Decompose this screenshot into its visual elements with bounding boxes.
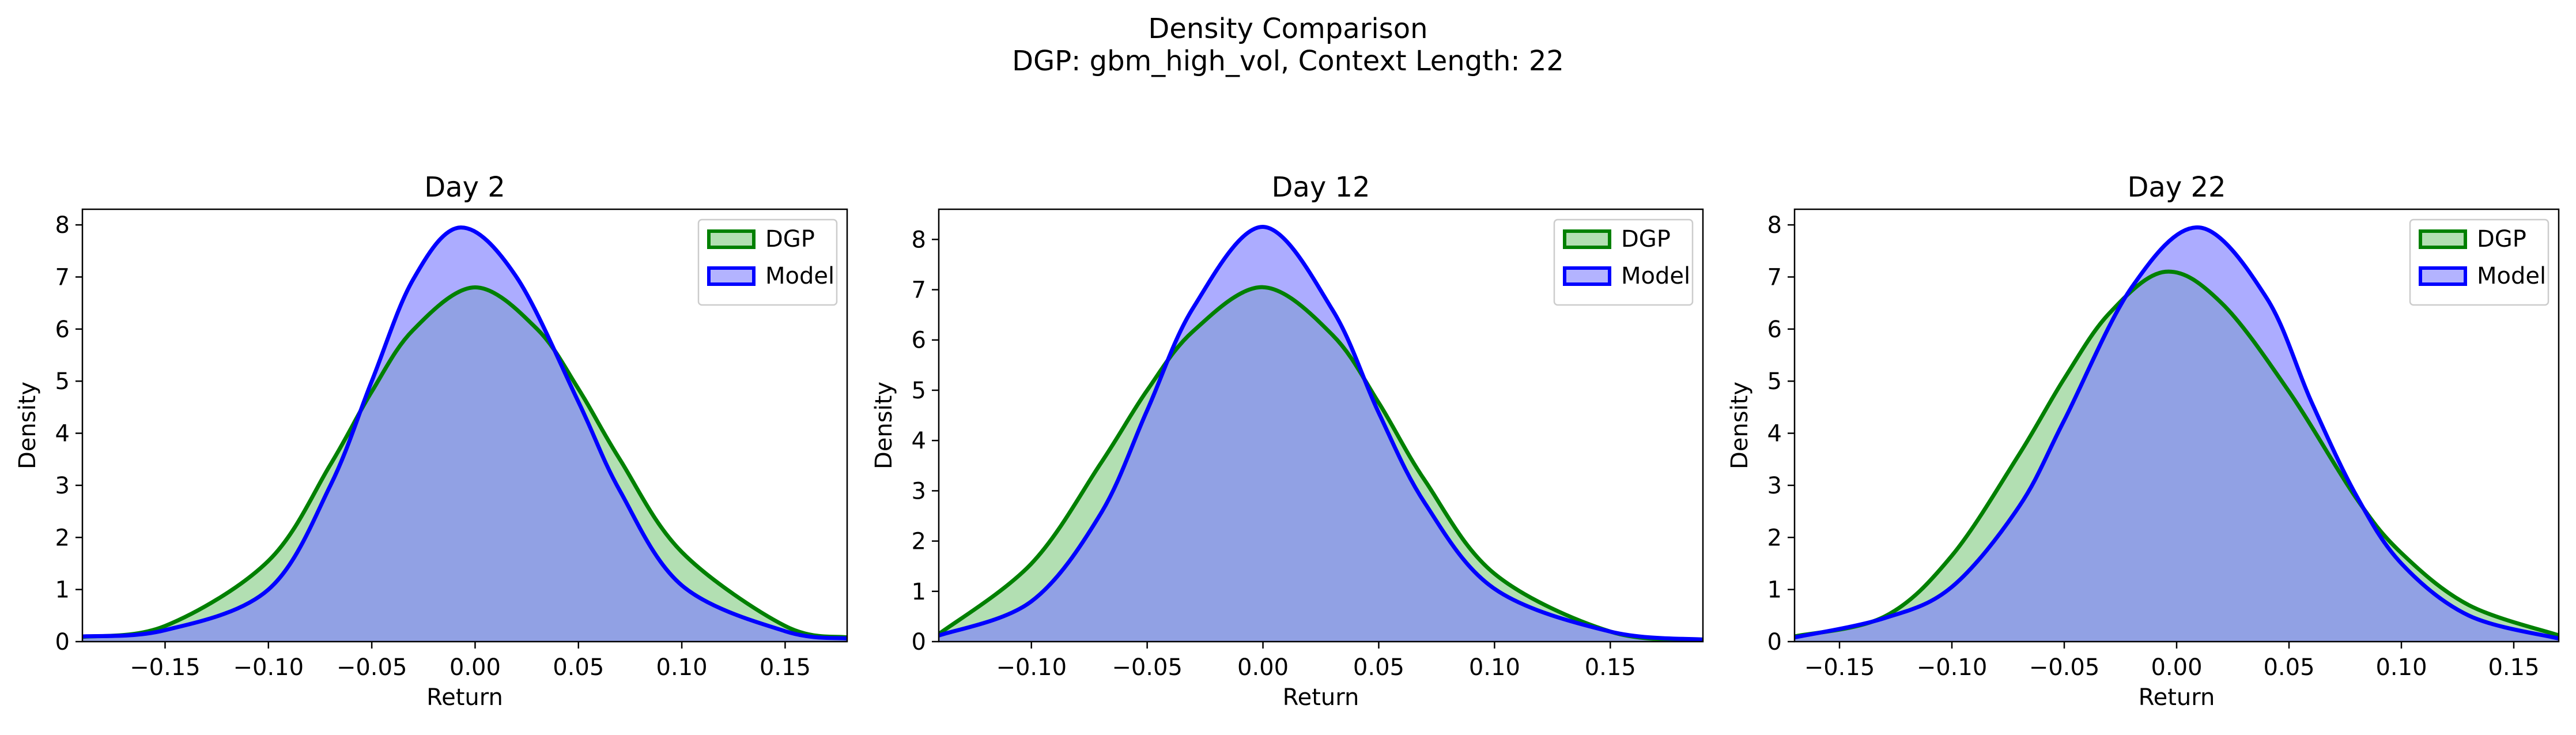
- x-tick-label: 0.05: [553, 654, 604, 681]
- model-density-area: [82, 227, 847, 642]
- plot-area: [1795, 225, 2559, 642]
- y-tick-label: 4: [912, 428, 926, 454]
- x-tick-label: −0.05: [337, 654, 407, 681]
- x-tick-label: −0.10: [233, 654, 304, 681]
- model-legend-label: Model: [1621, 263, 1690, 289]
- dgp-legend-swatch: [707, 229, 756, 249]
- x-tick-label: 0.05: [2263, 654, 2314, 681]
- model-legend-swatch: [1563, 266, 1611, 286]
- dgp-legend-label: DGP: [765, 226, 815, 252]
- x-axis-label: Return: [2139, 684, 2215, 711]
- x-tick-label: 0.00: [1237, 654, 1289, 681]
- y-axis-label: Density: [871, 382, 897, 469]
- plot-area: [82, 225, 847, 642]
- y-tick-label: 3: [912, 478, 926, 504]
- dgp-legend-label: DGP: [2477, 226, 2526, 252]
- y-tick-label: 1: [912, 579, 926, 605]
- dgp-legend-swatch: [1563, 229, 1611, 249]
- x-tick-label: −0.15: [1804, 654, 1875, 681]
- legend: DGP Model: [697, 218, 838, 306]
- subplot-day-22: −0.15 −0.10 −0.05 0.00 0.05 0.10 0.15 0 1 2 3 4 5 6 7 8…: [1727, 171, 2560, 711]
- y-axis-label: Density: [1727, 382, 1753, 469]
- y-tick-label: 4: [55, 421, 70, 447]
- dgp-legend-swatch: [2419, 229, 2467, 249]
- y-tick-label: 7: [55, 264, 70, 291]
- y-tick-label: 6: [55, 316, 70, 343]
- y-tick-label: 2: [1767, 525, 1782, 551]
- y-tick-label: 5: [55, 368, 70, 395]
- y-tick-label: 8: [912, 227, 926, 253]
- model-density-area: [1795, 227, 2559, 642]
- x-tick-label: 0.15: [2488, 654, 2539, 681]
- y-tick-label: 2: [55, 525, 70, 551]
- y-tick-label: 8: [1767, 212, 1782, 239]
- y-tick-label: 6: [1767, 316, 1782, 343]
- x-axis-label: Return: [1283, 684, 1359, 711]
- y-tick-label: 1: [55, 577, 70, 604]
- model-density-line: [939, 224, 1703, 642]
- y-tick-label: 0: [1767, 629, 1782, 655]
- x-tick-label: 0.10: [2375, 654, 2427, 681]
- x-tick-label: 0.15: [760, 654, 811, 681]
- model-density-area: [939, 227, 1703, 642]
- model-legend-label: Model: [2477, 263, 2546, 289]
- figure-subtitle: DGP: gbm_high_vol, Context Length: 22: [1012, 45, 1564, 77]
- plot-area: [939, 224, 1703, 642]
- y-tick-label: 0: [912, 629, 926, 655]
- subplot-day-12: −0.10 −0.05 0.00 0.05 0.10 0.15 0 1 2 3 4 5 6 7 8 Day 1…: [871, 171, 1704, 711]
- y-tick-label: 7: [1767, 264, 1782, 291]
- x-tick-label: 0.10: [656, 654, 708, 681]
- y-tick-label: 5: [912, 378, 926, 404]
- x-tick-label: 0.00: [2151, 654, 2202, 681]
- y-tick-label: 3: [1767, 473, 1782, 499]
- y-tick-label: 5: [1767, 368, 1782, 395]
- axes-frame: [81, 208, 848, 643]
- y-tick-label: 0: [55, 629, 70, 655]
- subplot-title: Day 12: [1271, 171, 1370, 203]
- y-axis-label: Density: [14, 382, 41, 469]
- x-tick-label: 0.00: [450, 654, 501, 681]
- legend: DGP Model: [1553, 218, 1694, 306]
- subplot-title: Day 2: [424, 171, 505, 203]
- y-tick-label: 1: [1767, 577, 1782, 604]
- x-tick-label: 0.10: [1469, 654, 1520, 681]
- x-tick-label: −0.10: [996, 654, 1067, 681]
- figure-title: Density Comparison: [1148, 13, 1427, 45]
- y-tick-label: 8: [55, 212, 70, 239]
- x-tick-label: 0.15: [1585, 654, 1636, 681]
- y-tick-label: 2: [912, 529, 926, 555]
- model-density-line: [82, 225, 847, 641]
- subplot-day-2: −0.15 −0.10 −0.05 0.00 0.05 0.10 0.15 0 1 2 3 4 5 6 7 8…: [14, 171, 848, 711]
- model-legend-swatch: [707, 266, 756, 286]
- model-legend-swatch: [2419, 266, 2467, 286]
- dgp-density-line: [1795, 269, 2559, 639]
- x-tick-label: 0.05: [1353, 654, 1404, 681]
- y-tick-label: 7: [912, 277, 926, 304]
- dgp-density-line: [82, 285, 847, 640]
- subplot-title: Day 22: [2127, 171, 2226, 203]
- x-tick-label: −0.05: [1112, 654, 1183, 681]
- model-density-line: [1795, 225, 2559, 640]
- y-tick-label: 3: [55, 473, 70, 499]
- legend: DGP Model: [2409, 218, 2549, 306]
- x-tick-label: −0.15: [130, 654, 201, 681]
- x-tick-label: −0.10: [1917, 654, 1988, 681]
- y-tick-label: 6: [912, 327, 926, 354]
- model-legend-label: Model: [765, 263, 834, 289]
- axes-frame: [938, 208, 1704, 643]
- y-tick-label: 4: [1767, 421, 1782, 447]
- x-tick-label: −0.05: [2029, 654, 2100, 681]
- dgp-density-line: [939, 285, 1703, 642]
- x-axis-label: Return: [426, 684, 503, 711]
- dgp-legend-label: DGP: [1621, 226, 1671, 252]
